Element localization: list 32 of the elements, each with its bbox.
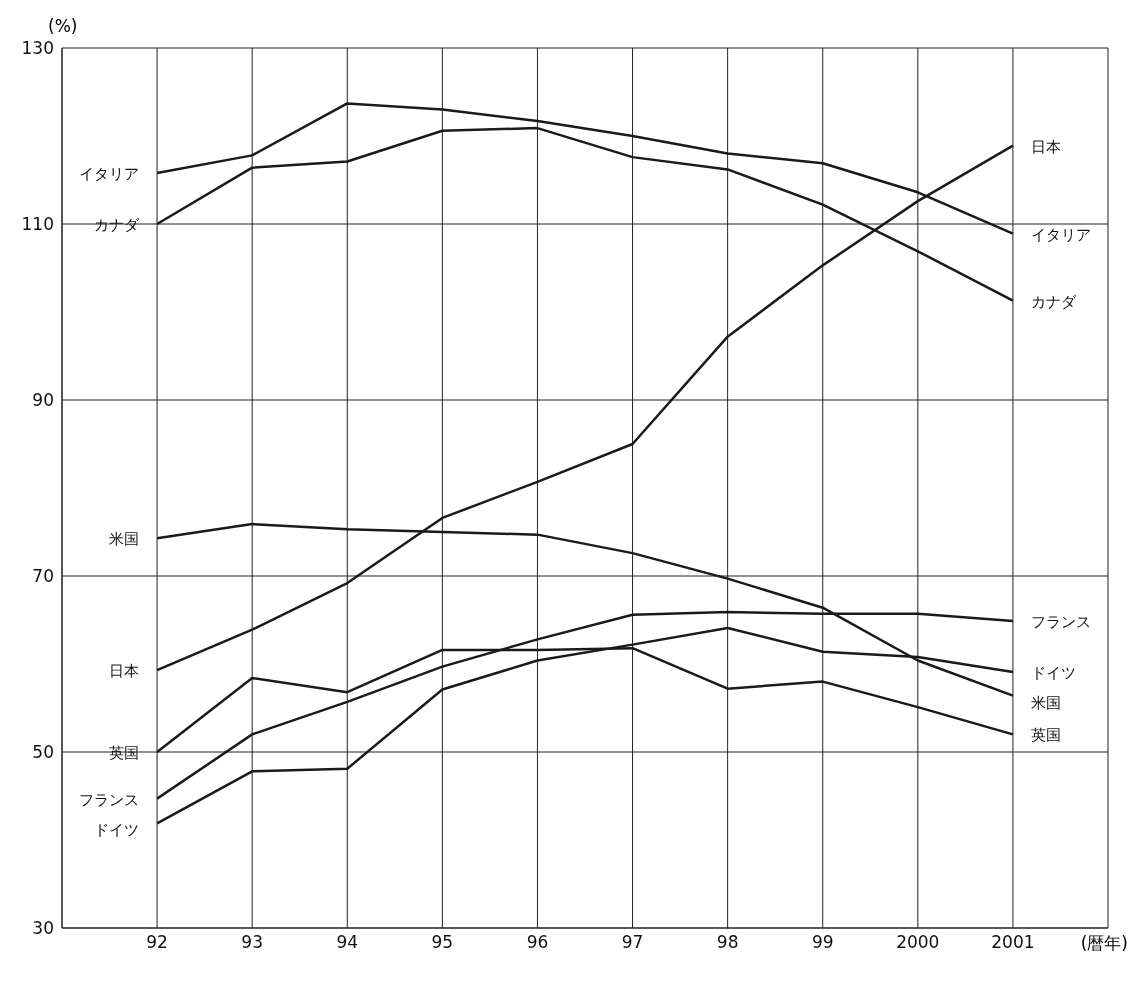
text: 米国 [1030, 693, 1061, 712]
y-tick-label: 70 [32, 566, 54, 587]
x-tick-label: 2000 [896, 932, 940, 953]
text: カナダ [1030, 292, 1076, 311]
text: ドイツ [94, 820, 140, 839]
y-tick-label: 130 [21, 38, 54, 59]
series-label: 日本 [109, 662, 140, 681]
x-axis-title: (暦年) [1080, 932, 1128, 955]
y-tick-label: 50 [32, 742, 54, 763]
text: 英国 [1030, 726, 1061, 745]
x-tick-label: 98 [716, 932, 739, 953]
x-tick-label: 92 [146, 932, 168, 953]
series-label: 米国 [109, 530, 140, 549]
series-label: 英国 [109, 744, 140, 762]
series-label: ドイツ [1030, 663, 1076, 682]
series-label: フランス [79, 790, 140, 809]
series-label: カナダ [94, 216, 141, 234]
x-tick-label: 93 [241, 932, 263, 953]
x-tick-label: 97 [621, 932, 644, 953]
text: 日本 [1030, 137, 1061, 156]
text: イタリア [1030, 225, 1091, 244]
x-tick-label: 96 [526, 932, 549, 953]
series-label: イタリア [79, 164, 140, 183]
y-tick-label: 90 [32, 390, 54, 411]
x-tick-label: 2001 [991, 932, 1035, 953]
x-tick-label: 99 [811, 932, 834, 953]
x-tick-label: 94 [336, 932, 359, 953]
y-tick-label: 30 [32, 918, 54, 939]
y-tick-label: 110 [21, 214, 54, 235]
y-axis-title: (%) [48, 16, 78, 36]
x-tick-label: 95 [431, 932, 454, 953]
text: フランス [1030, 612, 1091, 631]
